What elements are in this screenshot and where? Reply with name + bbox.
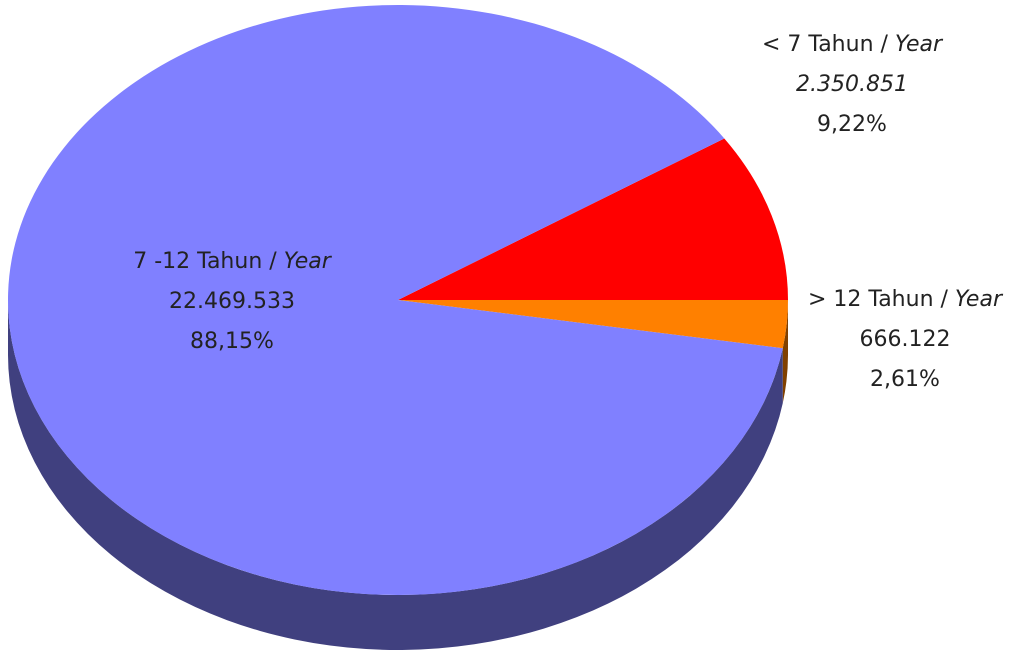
value-label: 666.122 [860, 327, 951, 352]
category-label: 7 -12 Tahun / Year [133, 249, 332, 274]
value-label: 2.350.851 [796, 72, 908, 97]
slice-side [8, 300, 783, 650]
value-label: 22.469.533 [169, 289, 295, 314]
slice-sides [8, 300, 788, 650]
category-label: < 7 Tahun / Year [762, 32, 944, 57]
percentage-label: 9,22% [817, 112, 887, 137]
percentage-label: 88,15% [190, 329, 274, 354]
percentage-label: 2,61% [870, 367, 940, 392]
slice [398, 138, 788, 300]
slice [8, 4, 783, 596]
slice [398, 300, 788, 349]
category-label: > 12 Tahun / Year [808, 287, 1004, 312]
slice-side [782, 300, 788, 404]
